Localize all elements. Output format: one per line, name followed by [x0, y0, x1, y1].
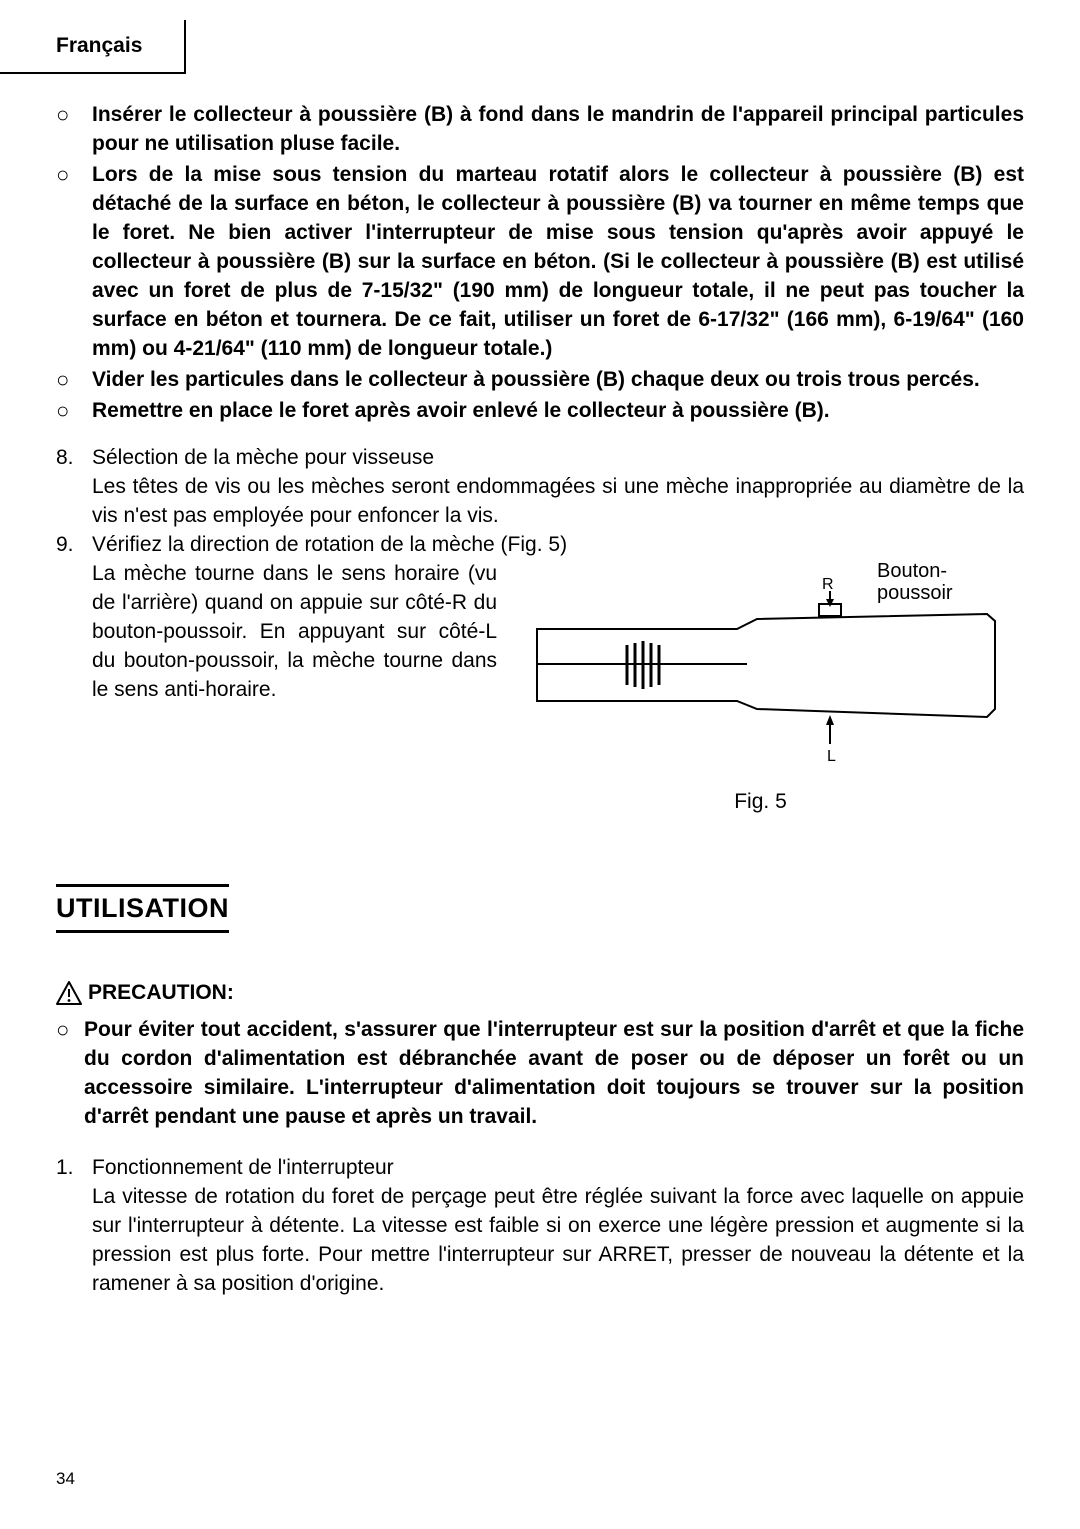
svg-text:poussoir: poussoir [877, 582, 953, 604]
bullet-item: ○ Remettre en place le foret après avoir… [56, 396, 1024, 425]
bullet-text: Lors de la mise sous tension du marteau … [92, 160, 1024, 363]
item-title: Vérifiez la direction de rotation de la … [92, 530, 567, 559]
list-item-8: 8. Sélection de la mèche pour visseuse [56, 443, 1024, 472]
item-title: Fonctionnement de l'interrupteur [92, 1153, 394, 1182]
svg-text:R: R [822, 576, 834, 593]
two-column-row: La mèche tourne dans le sens horaire (vu… [92, 559, 1024, 814]
bullet-marker: ○ [56, 396, 92, 425]
precaution-heading: PRECAUTION: [56, 981, 1024, 1005]
bullet-marker: ○ [56, 1015, 84, 1044]
section-title: UTILISATION [56, 884, 229, 933]
content-area: ○ Insérer le collecteur à poussière (B) … [56, 100, 1024, 1298]
bullet-item: ○ Lors de la mise sous tension du martea… [56, 160, 1024, 363]
warning-icon [56, 981, 82, 1005]
svg-text:Bouton-: Bouton- [877, 560, 947, 582]
drill-diagram: R L Bouton- poussoir [497, 559, 1017, 777]
svg-text:L: L [827, 748, 836, 765]
precaution-item: ○ Pour éviter tout accident, s'assurer q… [56, 1015, 1024, 1131]
item-body: La mèche tourne dans le sens horaire (vu… [92, 559, 497, 814]
list-item-9: 9. Vérifiez la direction de rotation de … [56, 530, 1024, 559]
item-number: 8. [56, 443, 92, 472]
language-tab: Français [0, 20, 186, 74]
bullet-list: ○ Insérer le collecteur à poussière (B) … [56, 100, 1024, 425]
item-title: Sélection de la mèche pour visseuse [92, 443, 434, 472]
item-body: La vitesse de rotation du foret de perça… [92, 1182, 1024, 1298]
precaution-text: Pour éviter tout accident, s'assurer que… [84, 1015, 1024, 1131]
page: Français ○ Insérer le collecteur à pouss… [0, 0, 1080, 1529]
item-number: 9. [56, 530, 92, 559]
language-label: Français [56, 34, 142, 58]
figure-caption: Fig. 5 [497, 790, 1024, 814]
precaution-label: PRECAUTION: [88, 981, 234, 1005]
bullet-marker: ○ [56, 100, 92, 129]
bullet-marker: ○ [56, 365, 92, 394]
usage-list: 1. Fonctionnement de l'interrupteur La v… [56, 1153, 1024, 1298]
page-number: 34 [56, 1469, 75, 1489]
item-number: 1. [56, 1153, 92, 1182]
numbered-list: 8. Sélection de la mèche pour visseuse L… [56, 443, 1024, 814]
bullet-text: Vider les particules dans le collecteur … [92, 365, 1024, 394]
bullet-text: Remettre en place le foret après avoir e… [92, 396, 1024, 425]
item-body: Les têtes de vis ou les mèches seront en… [92, 472, 1024, 530]
bullet-marker: ○ [56, 160, 92, 189]
bullet-text: Insérer le collecteur à poussière (B) à … [92, 100, 1024, 158]
figure-5: R L Bouton- poussoir Fig. 5 [497, 559, 1024, 814]
list-item-1: 1. Fonctionnement de l'interrupteur [56, 1153, 1024, 1182]
bullet-item: ○ Insérer le collecteur à poussière (B) … [56, 100, 1024, 158]
bullet-item: ○ Vider les particules dans le collecteu… [56, 365, 1024, 394]
